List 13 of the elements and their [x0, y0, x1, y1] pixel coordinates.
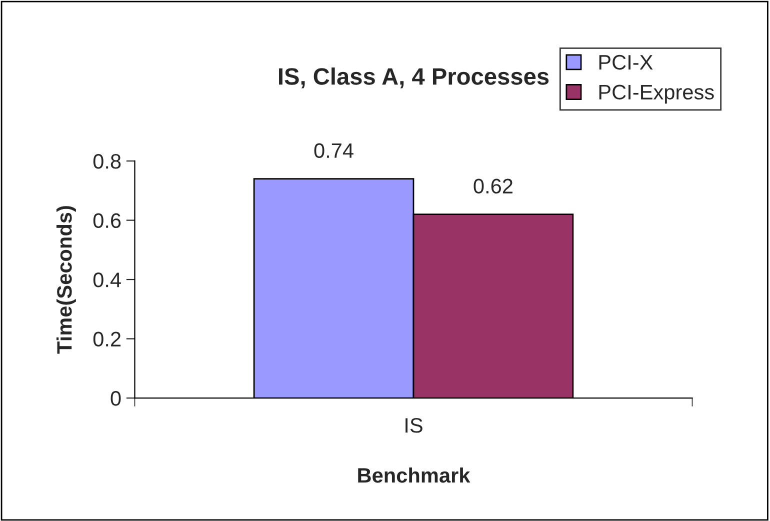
- y-tick-label: 0.8: [93, 154, 121, 169]
- data-label: 0.62: [474, 178, 512, 194]
- legend-label: PCI-X: [599, 54, 653, 70]
- data-label: 0.74: [314, 143, 354, 158]
- y-tick-label: 0.6: [93, 213, 121, 228]
- y-axis-title: Time(Seconds): [56, 206, 76, 354]
- x-tick-label: IS: [406, 418, 422, 433]
- y-tick-label: 0: [110, 391, 121, 406]
- legend-label: PCI-Express: [599, 84, 714, 104]
- chart-title: IS, Class A, 4 Processes: [279, 67, 549, 88]
- y-tick-label: 0.2: [93, 332, 121, 347]
- y-tick-label: 0.4: [93, 272, 121, 288]
- x-axis-title: Benchmark: [358, 467, 470, 483]
